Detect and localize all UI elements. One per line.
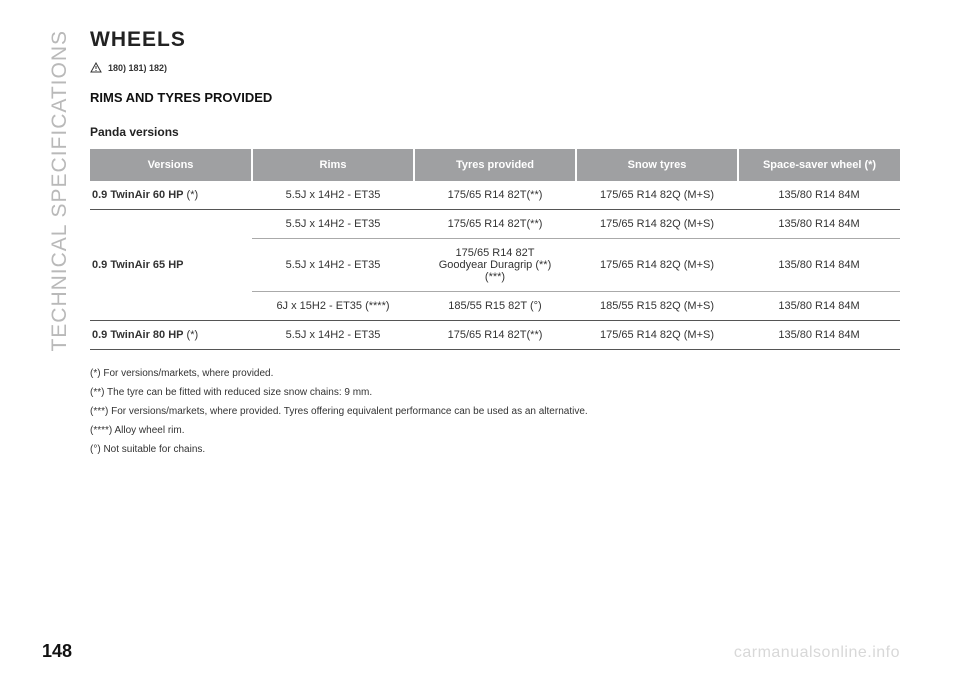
cell-tyres: 175/65 R14 82T(**) [414,181,576,210]
version-name: 0.9 TwinAir 80 HP [92,329,184,341]
cell-snow: 175/65 R14 82Q (M+S) [576,239,738,292]
cell-spare: 135/80 R14 84M [738,321,900,350]
table-header-row: Versions Rims Tyres provided Snow tyres … [90,149,900,181]
col-rims: Rims [252,149,414,181]
cell-spare: 135/80 R14 84M [738,292,900,321]
table-row: 0.9 TwinAir 65 HP 5.5J x 14H2 - ET35 175… [90,210,900,239]
cell-tyres: 185/55 R15 82T (°) [414,292,576,321]
subheading-rims-tyres: RIMS AND TYRES PROVIDED [90,90,900,105]
side-section-label: TECHNICAL SPECIFICATIONS [48,30,72,352]
cell-spare: 135/80 R14 84M [738,210,900,239]
cell-tyres: 175/65 R14 82T Goodyear Duragrip (**) (*… [414,239,576,292]
cell-snow: 175/65 R14 82Q (M+S) [576,210,738,239]
cell-rims: 5.5J x 14H2 - ET35 [252,321,414,350]
col-spare: Space-saver wheel (*) [738,149,900,181]
version-note: (*) [184,189,199,201]
warning-row: 180) 181) 182) [90,62,900,74]
cell-snow: 175/65 R14 82Q (M+S) [576,321,738,350]
cell-rims: 5.5J x 14H2 - ET35 [252,181,414,210]
page: TECHNICAL SPECIFICATIONS WHEELS 180) 181… [0,0,960,686]
cell-spare: 135/80 R14 84M [738,239,900,292]
col-snow: Snow tyres [576,149,738,181]
version-note: (*) [184,329,199,341]
spec-table: Versions Rims Tyres provided Snow tyres … [90,149,900,350]
section-label-panda: Panda versions [90,125,900,139]
col-versions: Versions [90,149,252,181]
footnote: (*) For versions/markets, where provided… [90,364,900,383]
footnotes: (*) For versions/markets, where provided… [90,364,900,459]
cell-spare: 135/80 R14 84M [738,181,900,210]
footnote: (**) The tyre can be fitted with reduced… [90,383,900,402]
cell-snow: 185/55 R15 82Q (M+S) [576,292,738,321]
cell-rims: 5.5J x 14H2 - ET35 [252,239,414,292]
page-number: 148 [42,641,72,662]
footnote: (****) Alloy wheel rim. [90,421,900,440]
footnote: (***) For versions/markets, where provid… [90,402,900,421]
version-name: 0.9 TwinAir 60 HP [92,189,184,201]
table-row: 0.9 TwinAir 80 HP (*) 5.5J x 14H2 - ET35… [90,321,900,350]
watermark: carmanualsonline.info [734,644,900,662]
cell-version: 0.9 TwinAir 60 HP (*) [90,181,252,210]
cell-tyres: 175/65 R14 82T(**) [414,321,576,350]
cell-snow: 175/65 R14 82Q (M+S) [576,181,738,210]
cell-version: 0.9 TwinAir 80 HP (*) [90,321,252,350]
cell-tyres: 175/65 R14 82T(**) [414,210,576,239]
warning-icon [90,62,102,74]
table-row: 0.9 TwinAir 60 HP (*) 5.5J x 14H2 - ET35… [90,181,900,210]
page-title: WHEELS [90,28,900,52]
footnote: (°) Not suitable for chains. [90,440,900,459]
col-tyres: Tyres provided [414,149,576,181]
cell-rims: 6J x 15H2 - ET35 (****) [252,292,414,321]
warning-refs: 180) 181) 182) [108,63,167,73]
cell-rims: 5.5J x 14H2 - ET35 [252,210,414,239]
cell-version: 0.9 TwinAir 65 HP [90,210,252,321]
version-name: 0.9 TwinAir 65 HP [92,259,184,271]
